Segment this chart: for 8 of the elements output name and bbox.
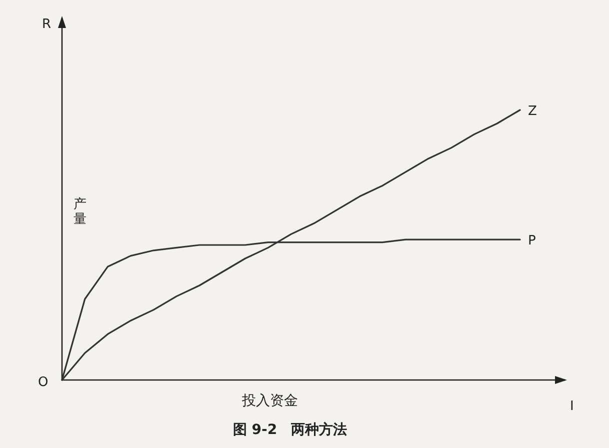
text: 图 9-2 两种方法 xyxy=(232,421,348,438)
series-label: Z xyxy=(528,104,537,119)
x-axis-title: 投入资金 xyxy=(241,393,298,409)
text: R xyxy=(42,17,52,32)
text: O xyxy=(38,375,48,390)
text: I xyxy=(570,399,574,414)
y-axis-title: 产量 xyxy=(74,197,86,227)
series-label: P xyxy=(528,234,536,249)
